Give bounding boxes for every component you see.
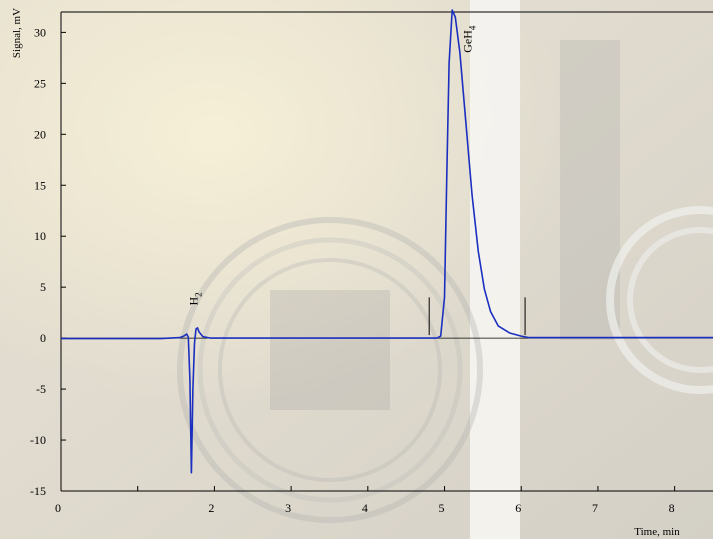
- x-tick-label: 0: [55, 501, 61, 515]
- plot-area: [61, 9, 713, 474]
- y-tick-label: 25: [34, 76, 46, 90]
- y-tick-label: 30: [34, 25, 46, 39]
- x-tick-label: 4: [362, 501, 368, 515]
- y-tick-label: -15: [30, 484, 46, 498]
- x-tick-label: 3: [285, 501, 291, 515]
- h2-peak-label: H2: [187, 292, 204, 305]
- y-axis-label: Signal, mV: [11, 8, 23, 58]
- y-tick-label: 10: [34, 229, 46, 243]
- x-tick-label: 8: [669, 501, 675, 515]
- y-tick-label: 0: [40, 331, 46, 345]
- x-tick-label: 7: [592, 501, 598, 515]
- y-tick-label: -10: [30, 433, 46, 447]
- geh4-peak-label: GeH4: [460, 25, 477, 53]
- x-tick-label: 6: [515, 501, 521, 515]
- signal-line: [61, 9, 713, 474]
- y-tick-label: 5: [40, 280, 46, 294]
- x-tick-label: 5: [439, 501, 445, 515]
- x-tick-label: 2: [208, 501, 214, 515]
- y-tick-label: 20: [34, 127, 46, 141]
- chart-labels: Signal, mV Time, min H2 GeH4: [11, 8, 680, 538]
- y-tick-label: 15: [34, 178, 46, 192]
- y-tick-label: -5: [36, 382, 46, 396]
- x-axis-label: Time, min: [634, 526, 680, 538]
